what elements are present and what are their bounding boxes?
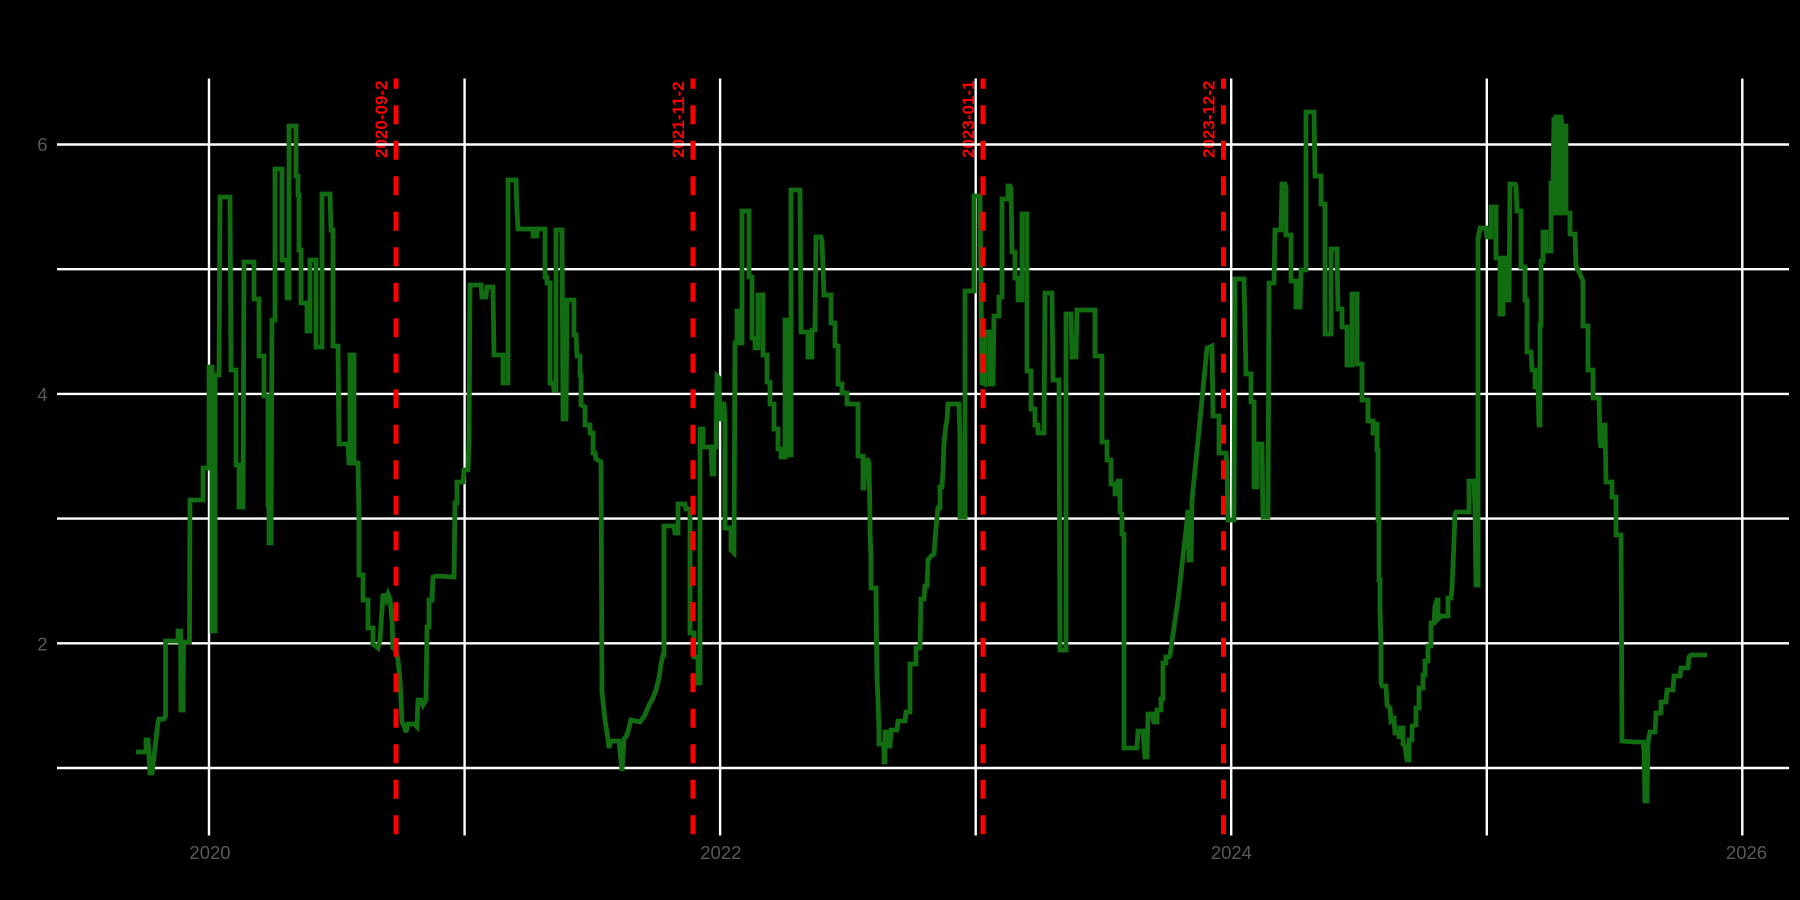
svg-text:2026: 2026 bbox=[1726, 842, 1767, 863]
svg-text:2023-01-1: 2023-01-1 bbox=[959, 80, 978, 158]
svg-text:2: 2 bbox=[37, 634, 47, 655]
svg-text:6: 6 bbox=[37, 134, 47, 155]
svg-text:2024: 2024 bbox=[1211, 842, 1252, 863]
svg-text:2020: 2020 bbox=[189, 842, 230, 863]
svg-text:2020-09-2: 2020-09-2 bbox=[372, 80, 391, 158]
svg-text:2023-12-2: 2023-12-2 bbox=[1200, 80, 1219, 158]
svg-text:2022: 2022 bbox=[700, 842, 741, 863]
svg-text:2021-11-2: 2021-11-2 bbox=[669, 81, 688, 158]
svg-text:4: 4 bbox=[37, 384, 47, 405]
